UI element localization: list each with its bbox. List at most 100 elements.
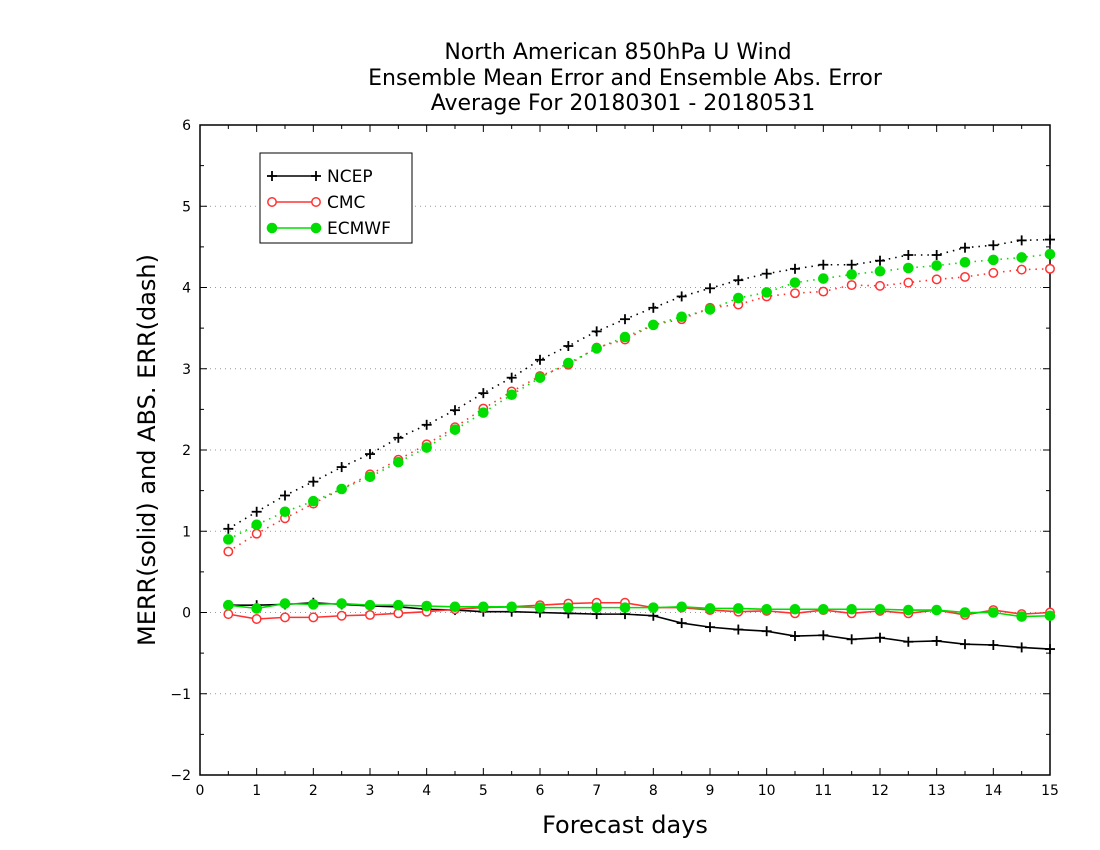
- series-ecmwf-merr-point: [393, 599, 404, 611]
- series-ncep-merr-point: [846, 634, 857, 645]
- legend-label-ncep: NCEP: [327, 167, 373, 187]
- series-ncep-abs-err-point: [393, 432, 404, 443]
- series-cmc-abs-err-point: [790, 288, 800, 299]
- legend-item-ncep: NCEP: [267, 167, 373, 187]
- y-tick-label: 1: [182, 524, 191, 540]
- series-ncep-abs-err-point: [960, 242, 970, 253]
- series-ecmwf-merr-point: [931, 604, 942, 616]
- x-tick-label: 0: [196, 783, 205, 799]
- series-ncep-merr-point: [733, 624, 744, 635]
- series-ncep-abs-err-point: [931, 250, 942, 260]
- series-ncep-merr-point: [931, 635, 942, 646]
- legend-ecmwf-start-point: [266, 222, 278, 234]
- series-ncep-merr-point: [960, 639, 970, 650]
- series-ecmwf-merr-point: [308, 599, 319, 610]
- y-tick-label: 2: [182, 443, 191, 459]
- series-ecmwf-merr-point: [789, 603, 801, 615]
- series-ncep-merr-point: [818, 630, 829, 641]
- x-tick-label: 15: [1041, 783, 1059, 799]
- series-cmc-abs-err-point: [988, 267, 999, 278]
- legend-cmc-start-point: [267, 197, 277, 207]
- series-ncep-abs-err-point: [903, 250, 914, 260]
- series-ncep-merr-point: [875, 632, 885, 643]
- series-ecmwf-abs-err-point: [676, 311, 687, 323]
- legend-item-ecmwf: ECMWF: [266, 219, 391, 239]
- series-ncep-abs-err-line: [227, 238, 1051, 530]
- series-ecmwf-merr-point: [223, 599, 234, 611]
- series-ecmwf-abs-err-point: [733, 292, 744, 304]
- series-cmc-abs-err-point: [818, 286, 829, 297]
- series-ecmwf-merr-point: [704, 603, 716, 614]
- series-ncep-abs-err-point: [563, 341, 574, 351]
- y-axis-label: MERR(solid) and ABS. ERR(dash): [133, 254, 161, 646]
- series-ecmwf-abs-err-point: [1044, 248, 1056, 260]
- series-ecmwf-abs-err-point: [478, 407, 489, 418]
- series-ecmwf-merr-point: [534, 602, 546, 613]
- legend-label-ecmwf: ECMWF: [327, 219, 391, 239]
- series-ncep-abs-err-point: [223, 523, 234, 534]
- series-ecmwf-merr-point: [903, 604, 914, 616]
- x-tick-label: 9: [706, 783, 715, 799]
- series-cmc-abs-err-point: [1016, 264, 1027, 275]
- x-tick-label: 7: [592, 783, 601, 799]
- y-tick-label: −1: [170, 687, 191, 703]
- series-ecmwf-abs-err-point: [563, 357, 574, 369]
- y-tick-label: 3: [182, 362, 191, 378]
- series-cmc-abs-err-point: [223, 546, 234, 557]
- series-ecmwf-abs-err-point: [931, 260, 942, 271]
- series-ncep-abs-err-point: [336, 462, 347, 473]
- series-ecmwf-merr-point: [251, 603, 262, 614]
- series-ncep-abs-err-point: [535, 354, 545, 365]
- x-tick-label: 2: [309, 783, 318, 799]
- series-cmc-abs-err-point: [960, 271, 970, 282]
- x-axis-ticks: 0 1 2 3 4 5 6 7 8 9 10 11 12 13 14 15: [196, 125, 1059, 799]
- series-ncep-abs-err-point: [1016, 235, 1027, 246]
- series-ecmwf-abs-err-point: [223, 534, 234, 545]
- x-tick-label: 10: [758, 783, 776, 799]
- series-ecmwf-abs-err-point: [393, 456, 404, 468]
- series-ecmwf-abs-err-point: [903, 262, 914, 274]
- series-cmc-abs-err-point: [903, 277, 914, 288]
- series-ncep-merr-point: [1045, 644, 1055, 655]
- series-ncep-abs-err-point: [988, 240, 999, 251]
- x-tick-label: 4: [422, 783, 431, 799]
- series-ncep-abs-err-point: [1045, 234, 1055, 245]
- series-ncep-abs-err-point: [280, 490, 290, 501]
- series-ncep-merr-point: [988, 640, 999, 650]
- series-ncep-abs-err-point: [620, 314, 630, 325]
- series-ecmwf-abs-err-point: [1016, 252, 1027, 263]
- series-ncep-abs-err-point: [846, 259, 857, 270]
- series-cmc-merr-point: [223, 609, 234, 620]
- title-line-3: Average For 20180301 - 20180531: [431, 91, 816, 116]
- x-tick-label: 6: [536, 783, 545, 799]
- series-ncep-merr-point: [790, 631, 800, 642]
- series-ncep-abs-err-point: [705, 283, 715, 294]
- series-ecmwf-merr-point: [478, 601, 489, 613]
- series-ecmwf-merr-point: [563, 602, 574, 613]
- series-ncep-abs-err-point: [365, 449, 375, 460]
- series-cmc-merr-point: [365, 609, 375, 620]
- legend-cmc-end-point: [311, 197, 321, 207]
- x-tick-label: 8: [649, 783, 658, 799]
- series-ncep-merr-point: [676, 618, 687, 629]
- series-ecmwf-abs-err-point: [449, 424, 461, 435]
- series-ecmwf-abs-err-point: [846, 269, 857, 280]
- series-layer: [223, 234, 1056, 655]
- series-ecmwf-abs-err-point: [591, 343, 602, 354]
- series-ncep-abs-err-point: [676, 291, 687, 302]
- series-ecmwf-merr-point: [506, 601, 517, 613]
- series-ecmwf-merr-point: [733, 603, 744, 614]
- series-cmc-abs-err-point: [931, 274, 942, 285]
- legend-ncep-start-point: [267, 171, 277, 181]
- series-ecmwf-abs-err-point: [959, 257, 971, 268]
- series-cmc-abs-err-point: [846, 280, 857, 291]
- series-ncep-abs-err-point: [818, 259, 829, 270]
- title-line-1: North American 850hPa U Wind: [444, 40, 791, 65]
- series-ecmwf-abs-err-point: [619, 331, 631, 343]
- series-cmc-merr-point: [251, 614, 262, 624]
- series-ecmwf-merr-point: [988, 607, 999, 618]
- series-cmc-abs-err-point: [875, 280, 885, 291]
- series-ecmwf-merr-point: [761, 603, 772, 615]
- legend-label-cmc: CMC: [327, 193, 365, 213]
